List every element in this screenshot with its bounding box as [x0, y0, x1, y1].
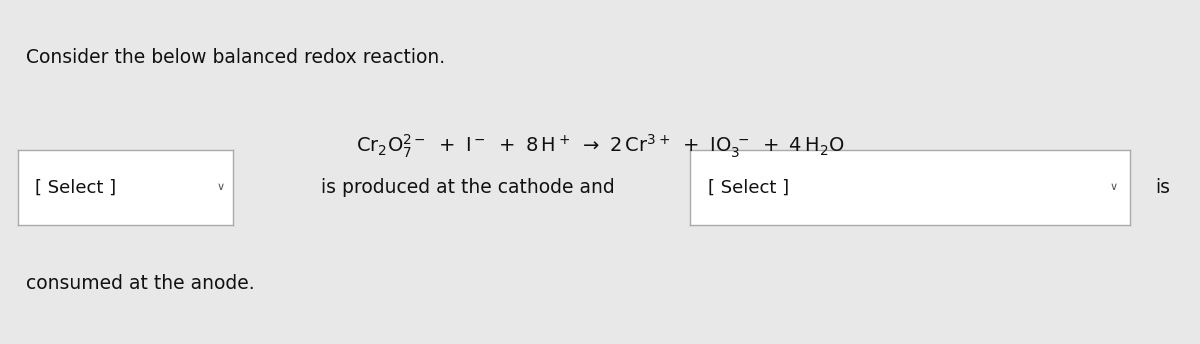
- Text: Consider the below balanced redox reaction.: Consider the below balanced redox reacti…: [26, 48, 445, 67]
- Text: is: is: [1156, 178, 1171, 197]
- Text: is produced at the cathode and: is produced at the cathode and: [322, 178, 614, 197]
- Text: [ Select ]: [ Select ]: [708, 179, 788, 196]
- Text: ∨: ∨: [216, 182, 224, 193]
- Text: [ Select ]: [ Select ]: [35, 179, 116, 196]
- Text: ∨: ∨: [1109, 182, 1117, 193]
- Text: consumed at the anode.: consumed at the anode.: [26, 274, 256, 293]
- Text: $\mathrm{Cr_2O_7^{2-}\ +\ I^-\ +\ 8\,H^+\ \rightarrow\ 2\,Cr^{3+}\ +\ IO_3^{\ -}: $\mathrm{Cr_2O_7^{2-}\ +\ I^-\ +\ 8\,H^+…: [355, 132, 845, 160]
